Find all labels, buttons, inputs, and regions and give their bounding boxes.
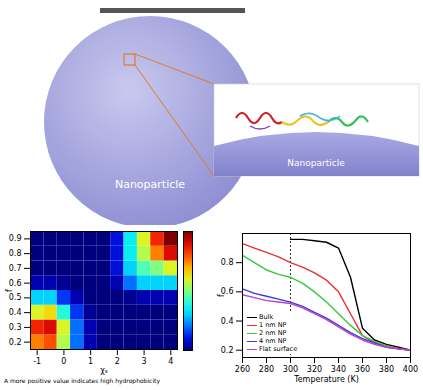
svg-text:0.4: 0.4 bbox=[9, 308, 22, 317]
svg-text:0.6: 0.6 bbox=[220, 287, 234, 297]
html-text:A more positive value indicate: A more positive value indicates high hyd… bbox=[4, 377, 160, 384]
svg-text:0.8: 0.8 bbox=[9, 249, 22, 258]
svg-text:0.4: 0.4 bbox=[221, 317, 234, 326]
svg-text:3: 3 bbox=[142, 357, 147, 366]
svg-text:0.8: 0.8 bbox=[221, 258, 234, 267]
svg-text:Nanoparticle: Nanoparticle bbox=[115, 178, 185, 191]
svg-text:0.6: 0.6 bbox=[9, 279, 22, 288]
svg-text:Nanoparticle: Nanoparticle bbox=[287, 158, 345, 168]
svg-text:300: 300 bbox=[283, 365, 298, 374]
svg-text:Temperature (K): Temperature (K) bbox=[293, 375, 359, 384]
svg-text:0.2: 0.2 bbox=[221, 346, 234, 355]
svg-text:0.5: 0.5 bbox=[9, 293, 22, 302]
html-text:2 nm NP: 2 nm NP bbox=[259, 329, 287, 337]
svg-text:340: 340 bbox=[331, 365, 346, 374]
svg-text:2: 2 bbox=[115, 357, 120, 366]
svg-text:f: f bbox=[5, 289, 14, 292]
svg-text:0.2: 0.2 bbox=[9, 338, 22, 347]
html-text:Flat surface: Flat surface bbox=[259, 345, 298, 353]
svg-text:0.9: 0.9 bbox=[9, 234, 22, 243]
svg-text:0: 0 bbox=[61, 357, 66, 366]
svg-text:4: 4 bbox=[168, 357, 173, 366]
svg-text:1: 1 bbox=[88, 357, 93, 366]
svg-text:χₛ: χₛ bbox=[100, 366, 108, 375]
svg-text:0.3: 0.3 bbox=[9, 323, 22, 332]
svg-text:f: f bbox=[217, 294, 226, 297]
svg-text:360: 360 bbox=[355, 365, 370, 374]
svg-text:380: 380 bbox=[379, 365, 394, 374]
html-text:Bulk: Bulk bbox=[259, 313, 274, 321]
svg-text:320: 320 bbox=[307, 365, 322, 374]
svg-text:0.7: 0.7 bbox=[9, 264, 22, 273]
svg-text:400: 400 bbox=[403, 365, 418, 374]
svg-text:280: 280 bbox=[259, 365, 274, 374]
html-text:1 nm NP: 1 nm NP bbox=[259, 321, 287, 329]
svg-text:-1: -1 bbox=[33, 357, 41, 366]
svg-text:260: 260 bbox=[235, 365, 250, 374]
html-text:4 nm NP: 4 nm NP bbox=[259, 337, 287, 345]
